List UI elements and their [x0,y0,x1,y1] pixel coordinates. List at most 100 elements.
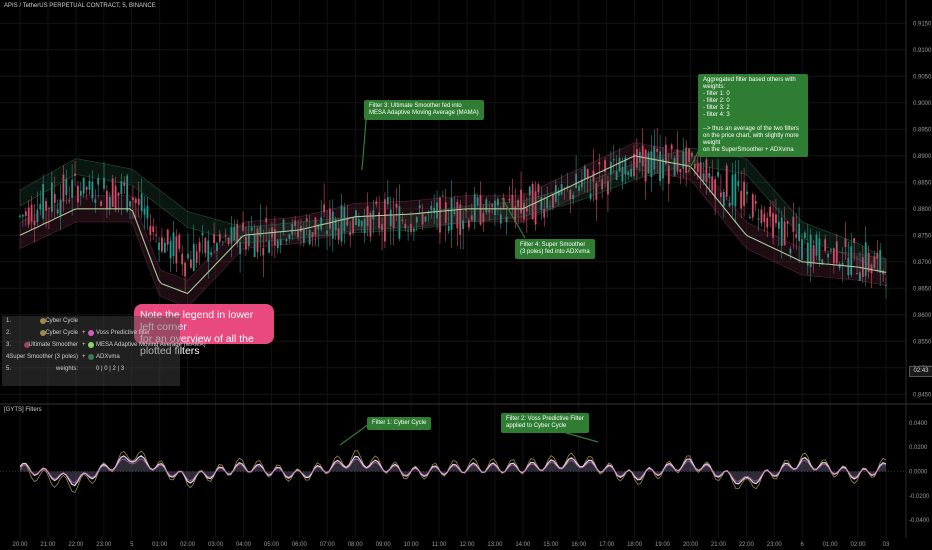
candle-body [50,182,53,212]
candle-body [242,222,244,231]
filter3-annotation: Filter 3: Ultimate Smoother fed into MES… [364,100,484,120]
candle-body [517,200,520,208]
osc-tick-label: -0.0200 [909,494,930,500]
candle-body [352,217,354,234]
candle-body [105,190,108,209]
candle-body [809,234,812,267]
candle-body [473,193,476,222]
candle-body [152,226,155,232]
candle-body [407,230,410,232]
candle-body [424,216,427,222]
candle-body [85,186,88,190]
price-tick-label: 0.8900 [913,154,932,160]
candle-body [777,221,780,229]
candle-body [195,251,198,263]
candle-body [780,217,783,246]
candle-body [79,190,82,196]
time-tick-label: 14:00 [515,542,531,548]
price-tick-label: 0.8800 [913,207,932,213]
candle-body [624,157,627,175]
time-tick-label: 22:00 [739,542,755,548]
filter1-annotation: Filter 1: Cyber Cycle [367,417,432,430]
candle-body [210,252,213,255]
candle-body [491,204,494,207]
candle-body [647,152,650,174]
candle-body [169,241,172,259]
candle-body [508,199,511,201]
time-tick-label: 16:00 [571,542,587,548]
mama-band [19,147,887,276]
legend-right-label: Voss Predictive filter [96,330,151,336]
candle-body [714,179,717,199]
candle-body [754,200,757,204]
candle-body [59,199,62,216]
candle-body [158,242,160,251]
candle-body [717,171,719,177]
legend-right-label: 0 | 0 | 2 | 3 [96,366,125,372]
candle-body [607,181,609,195]
candle-body [748,216,751,219]
candle-body [795,234,798,238]
candle-body [615,171,618,180]
candle-body [395,203,398,208]
candle-body [45,201,47,211]
time-tick-label: 02:00 [851,542,867,548]
candle-body [485,199,488,213]
candle-body [137,198,140,205]
candle-body [187,253,189,259]
candle-body [68,200,71,202]
candle-body [598,162,601,165]
candle-body [253,234,256,257]
legend-row: 5. weights: 0 | 0 | 2 | 3 [2,364,180,376]
candle-body [404,223,407,229]
filter2-annotation: Filter 2: Voss Predictive Filter applied… [501,413,589,433]
legend-row-number: 3. [6,342,12,348]
time-tick-label: 15:00 [543,542,559,548]
candle-body [268,240,270,253]
legend-row-number: 5. [6,366,12,372]
time-tick-label: 21:00 [711,542,727,548]
candle-body [204,238,207,254]
candle-body [88,180,91,190]
legend-left-label: weights: [55,366,78,372]
candle-body [830,249,832,251]
candle-body [288,234,291,239]
price-tick-label: 0.9100 [913,48,932,54]
time-tick-label: 07:00 [320,542,336,548]
candle-body [430,205,433,210]
candle-body [595,183,598,200]
candle-body [702,173,705,182]
time-tick-label: 06:00 [292,542,308,548]
candle-body [355,210,357,225]
candle-body [155,234,158,236]
candle-body [801,239,803,260]
candle-body [578,185,580,191]
time-axis-labels: 20:00 21:00 22:00 23:00 5 01:00 02:00 03:00 04:0… [12,542,890,548]
candle-body [757,218,760,220]
legend-plus: + [82,342,86,348]
candle-body [433,207,436,214]
candle-body [178,234,181,249]
candle-body [189,259,192,268]
candle-body [520,189,522,214]
legend-row: 4. Super Smoother (3 poles) + ADXvma [2,352,180,364]
candle-body [421,213,424,225]
candle-body [572,194,575,200]
candle-body [62,174,65,202]
candle-body [134,198,137,204]
candle-body [224,234,227,237]
legend-hint-note: Note the legend in lower left corner for… [134,304,274,357]
candle-body [531,183,534,220]
candle-body [734,173,737,207]
candle-body [806,242,809,266]
time-tick-label: 08:00 [348,542,364,548]
candle-body [783,221,786,246]
time-tick-label: 23:00 [96,542,112,548]
candle-body [378,212,381,229]
price-tick-label: 0.8650 [913,286,932,292]
osc-tick-label: -0.0400 [909,518,930,524]
candle-body [769,206,772,217]
candle-body [653,145,656,170]
candle-body [525,207,528,212]
candle-body [100,201,102,207]
